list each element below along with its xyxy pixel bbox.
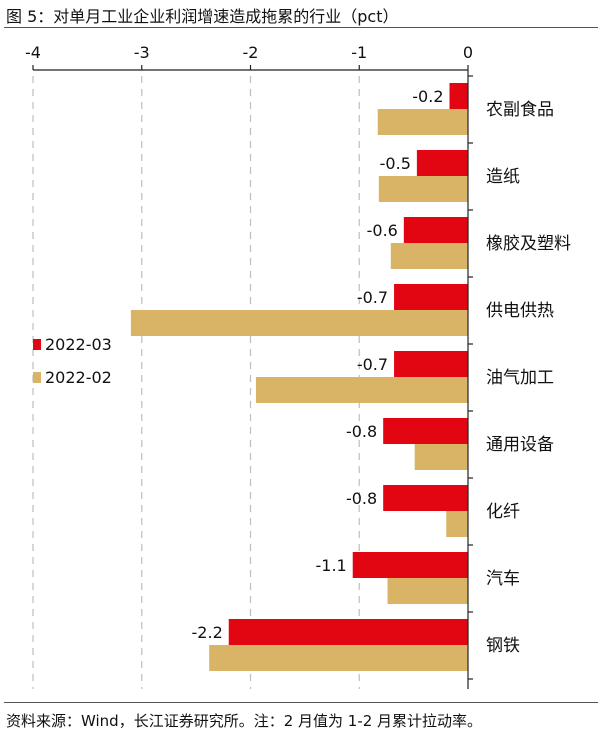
bar-2022-02	[387, 578, 468, 604]
category-label: 供电供热	[486, 301, 554, 321]
category-label: 汽车	[486, 569, 520, 589]
bar-2022-02	[446, 511, 468, 537]
bar-2022-03	[383, 418, 468, 444]
data-label: -0.6	[367, 221, 398, 240]
bar-2022-02	[209, 645, 469, 671]
legend-swatch-2022-03	[33, 339, 41, 350]
bar-2022-02	[414, 444, 468, 470]
bar-2022-03	[416, 150, 468, 176]
bar-2022-02	[130, 310, 468, 336]
x-tick-label: -2	[243, 43, 259, 62]
bar-chart: -4 -3 -2 -1 0 -0.2 农副食品 -0.5 造纸 -0.6 橡胶及塑料 -0.7 供电供热…	[25, 43, 571, 689]
legend-swatch-2022-02	[33, 372, 41, 383]
x-tick-label: -1	[351, 43, 367, 62]
data-label: -0.7	[357, 355, 388, 374]
data-label: -0.8	[346, 489, 377, 508]
category-label: 钢铁	[486, 636, 520, 656]
bar-2022-03	[383, 485, 468, 511]
category-label: 造纸	[486, 167, 520, 187]
source-note: 资料来源：Wind，长江证券研究所。注：2 月值为 1-2 月累计拉动率。	[6, 712, 483, 730]
data-label: -0.5	[380, 154, 411, 173]
category-label: 橡胶及塑料	[486, 234, 571, 254]
bar-2022-02	[255, 377, 468, 403]
x-tick-label: -3	[134, 43, 150, 62]
data-label: -1.1	[316, 556, 347, 575]
category-label: 农副食品	[486, 100, 554, 120]
category-label: 油气加工	[486, 368, 554, 388]
figure-title: 图 5：对单月工业企业利润增速造成拖累的行业（pct）	[6, 7, 399, 26]
bar-2022-03	[352, 552, 468, 578]
bar-2022-02	[390, 243, 468, 269]
bar-2022-03	[449, 83, 468, 109]
title-rule	[4, 27, 598, 28]
legend-label-2022-02: 2022-02	[45, 368, 112, 387]
category-label: 化纤	[486, 502, 520, 522]
x-tick-label: -4	[25, 43, 41, 62]
category-label: 通用设备	[486, 435, 554, 455]
data-label: -0.7	[357, 288, 388, 307]
data-label: -0.2	[412, 87, 443, 106]
bar-2022-03	[228, 619, 468, 645]
bar-2022-02	[378, 176, 468, 202]
bar-2022-02	[377, 109, 468, 135]
data-label: -2.2	[192, 623, 223, 642]
source-rule	[4, 702, 598, 703]
data-label: -0.8	[346, 422, 377, 441]
bar-2022-03	[403, 217, 468, 243]
bar-2022-03	[394, 351, 468, 377]
legend-label-2022-03: 2022-03	[45, 335, 112, 354]
x-tick-label: 0	[463, 43, 473, 62]
bar-2022-03	[394, 284, 468, 310]
